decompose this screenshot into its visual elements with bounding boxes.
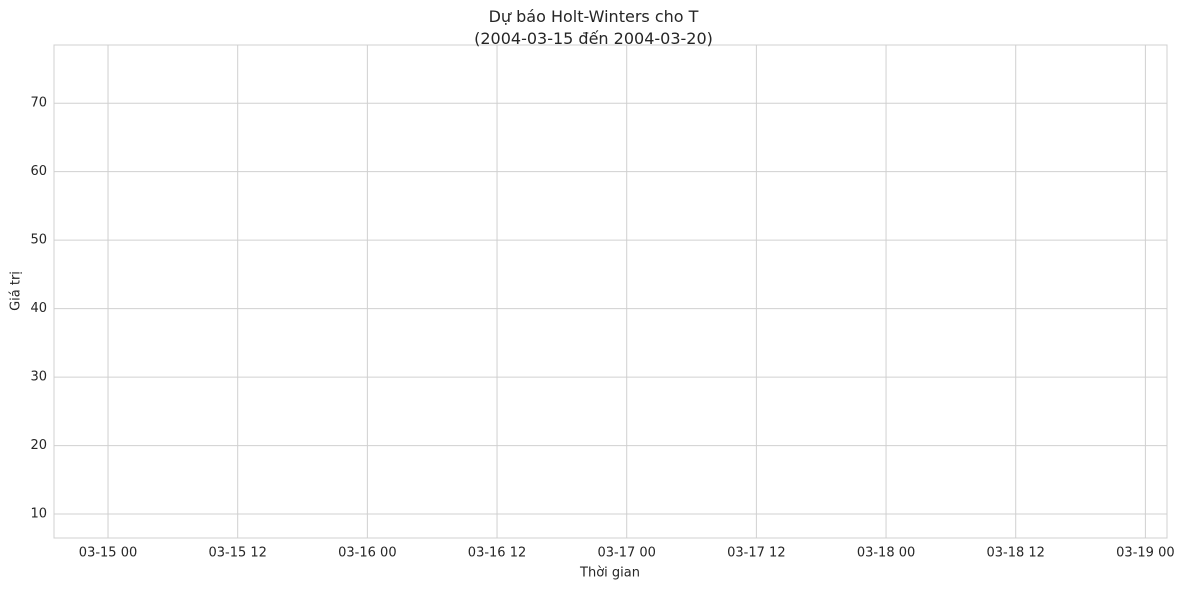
y-tick-label: 20: [30, 438, 47, 453]
y-tick-label: 30: [30, 370, 47, 385]
y-tick-label: 60: [30, 164, 47, 179]
x-tick-label: 03-18 00: [857, 546, 915, 561]
plot-frame: [53, 44, 1168, 539]
x-tick-label: 03-15 12: [208, 546, 266, 561]
x-tick-label: 03-16 00: [338, 546, 396, 561]
y-tick-label: 10: [30, 507, 47, 522]
x-tick-label: 03-19 00: [1116, 546, 1174, 561]
x-tick-label: 03-18 12: [986, 546, 1044, 561]
x-axis-label: Thời gian: [579, 566, 640, 581]
y-tick-label: 70: [30, 96, 47, 111]
x-tick-label: 03-15 00: [79, 546, 137, 561]
y-tick-label: 50: [30, 233, 47, 248]
y-axis-label: Giá trị: [9, 271, 24, 311]
x-tick-label: 03-17 12: [727, 546, 785, 561]
chart-title: Dự báo Holt-Winters cho T (2004-03-15 đế…: [474, 7, 713, 48]
y-tick-label: 40: [30, 301, 47, 316]
x-tick-label: 03-17 00: [597, 546, 655, 561]
grid: [54, 45, 1167, 538]
x-tick-label: 03-16 12: [468, 546, 526, 561]
